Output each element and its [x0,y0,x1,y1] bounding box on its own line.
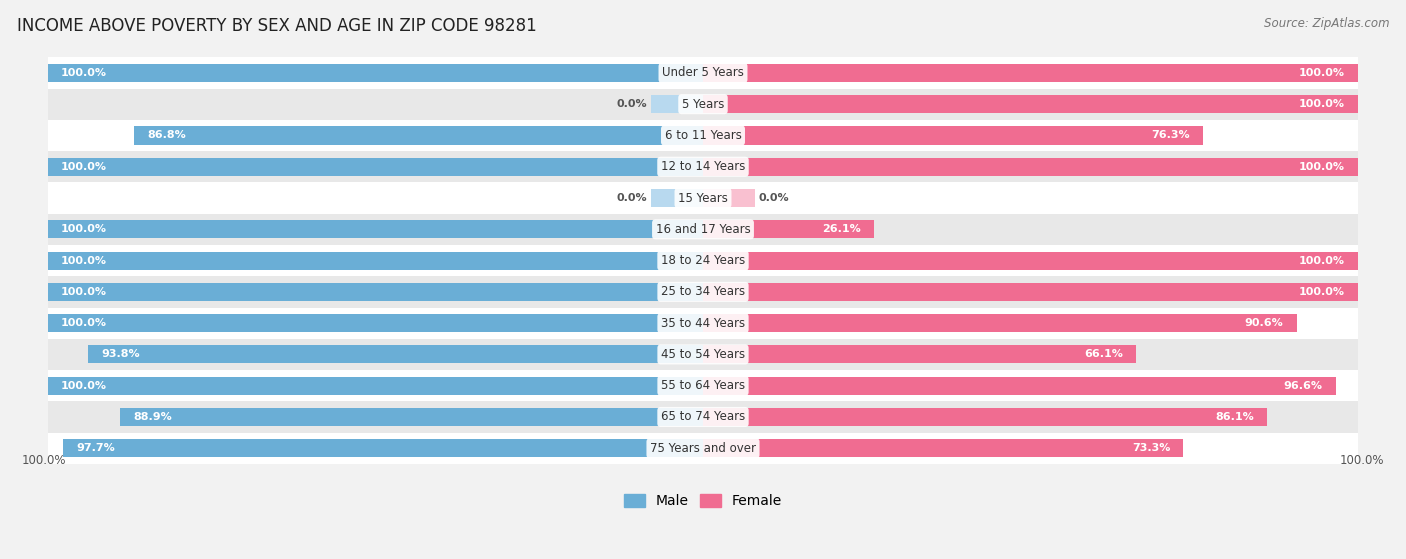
Text: 12 to 14 Years: 12 to 14 Years [661,160,745,173]
Text: 100.0%: 100.0% [60,255,107,266]
Bar [703,126,1204,145]
Bar [48,314,703,332]
Bar [48,433,1358,464]
Bar [703,408,1267,426]
Bar [703,377,1336,395]
Bar [651,189,703,207]
Bar [48,401,1358,433]
Text: 76.3%: 76.3% [1152,130,1189,140]
Text: 100.0%: 100.0% [1299,99,1346,109]
Text: 73.3%: 73.3% [1132,443,1170,453]
Text: 75 Years and over: 75 Years and over [650,442,756,455]
Text: 100.0%: 100.0% [60,287,107,297]
Text: 65 to 74 Years: 65 to 74 Years [661,410,745,424]
Text: 55 to 64 Years: 55 to 64 Years [661,379,745,392]
Bar [48,220,703,238]
Bar [48,377,703,395]
Text: 100.0%: 100.0% [21,454,66,467]
Bar [703,95,1358,113]
Text: 26.1%: 26.1% [823,224,860,234]
Text: 100.0%: 100.0% [1299,68,1346,78]
Bar [48,120,1358,151]
Bar [48,283,703,301]
Bar [48,88,1358,120]
Bar [89,345,703,363]
Bar [48,64,703,82]
Text: 100.0%: 100.0% [60,381,107,391]
Bar [703,314,1296,332]
Text: 100.0%: 100.0% [1299,287,1346,297]
Text: 18 to 24 Years: 18 to 24 Years [661,254,745,267]
Text: 0.0%: 0.0% [617,193,647,203]
Bar [703,439,1184,457]
Text: 35 to 44 Years: 35 to 44 Years [661,316,745,330]
Bar [703,252,1358,269]
Text: 66.1%: 66.1% [1084,349,1123,359]
Text: INCOME ABOVE POVERTY BY SEX AND AGE IN ZIP CODE 98281: INCOME ABOVE POVERTY BY SEX AND AGE IN Z… [17,17,537,35]
Bar [63,439,703,457]
Text: Source: ZipAtlas.com: Source: ZipAtlas.com [1264,17,1389,30]
Bar [48,252,703,269]
Bar [703,64,1358,82]
Text: 15 Years: 15 Years [678,192,728,205]
Bar [703,189,755,207]
Text: 16 and 17 Years: 16 and 17 Years [655,223,751,236]
Text: 97.7%: 97.7% [76,443,115,453]
Legend: Male, Female: Male, Female [619,489,787,514]
Text: 0.0%: 0.0% [759,193,789,203]
Text: 100.0%: 100.0% [60,318,107,328]
Text: 100.0%: 100.0% [60,224,107,234]
Bar [703,158,1358,176]
Bar [134,126,703,145]
Bar [48,245,1358,276]
Text: 5 Years: 5 Years [682,98,724,111]
Text: 96.6%: 96.6% [1284,381,1323,391]
Bar [703,345,1136,363]
Bar [48,276,1358,307]
Bar [651,95,703,113]
Bar [48,151,1358,182]
Text: 100.0%: 100.0% [60,162,107,172]
Text: 25 to 34 Years: 25 to 34 Years [661,285,745,299]
Bar [48,57,1358,88]
Text: 86.8%: 86.8% [148,130,186,140]
Text: 88.9%: 88.9% [134,412,173,422]
Text: 93.8%: 93.8% [101,349,141,359]
Bar [48,214,1358,245]
Bar [703,220,875,238]
Text: 45 to 54 Years: 45 to 54 Years [661,348,745,361]
Bar [48,307,1358,339]
Text: 0.0%: 0.0% [617,99,647,109]
Text: 100.0%: 100.0% [1299,162,1346,172]
Bar [703,283,1358,301]
Text: 100.0%: 100.0% [60,68,107,78]
Bar [48,182,1358,214]
Bar [48,158,703,176]
Text: 100.0%: 100.0% [1340,454,1385,467]
Bar [48,370,1358,401]
Text: 90.6%: 90.6% [1244,318,1284,328]
Text: 86.1%: 86.1% [1215,412,1254,422]
Bar [121,408,703,426]
Text: Under 5 Years: Under 5 Years [662,67,744,79]
Bar [48,339,1358,370]
Text: 100.0%: 100.0% [1299,255,1346,266]
Text: 6 to 11 Years: 6 to 11 Years [665,129,741,142]
